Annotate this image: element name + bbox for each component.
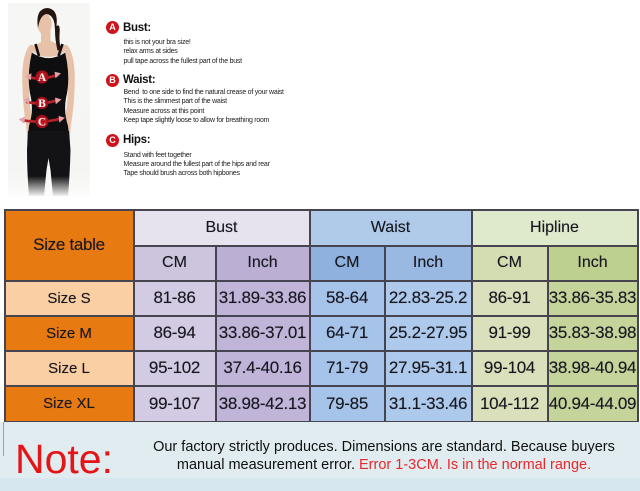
svg-text:C: C bbox=[38, 117, 46, 129]
svg-text:A: A bbox=[38, 72, 47, 84]
svg-text:B: B bbox=[38, 98, 46, 110]
